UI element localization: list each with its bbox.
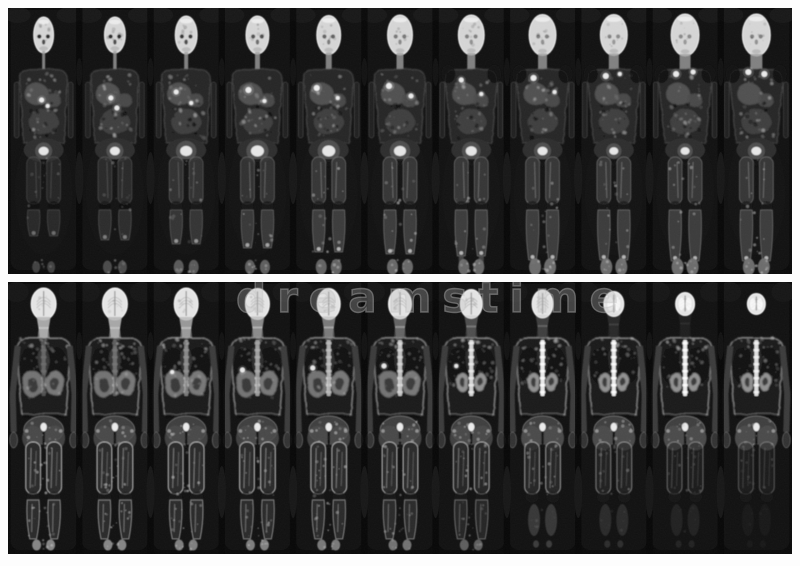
mri-montage-bottom-svg: [8, 282, 792, 554]
mri-montage-top-svg: [8, 8, 792, 274]
mri-series-strip-top: [8, 8, 792, 274]
mri-series-strip-bottom: dreamstime: [8, 282, 792, 554]
